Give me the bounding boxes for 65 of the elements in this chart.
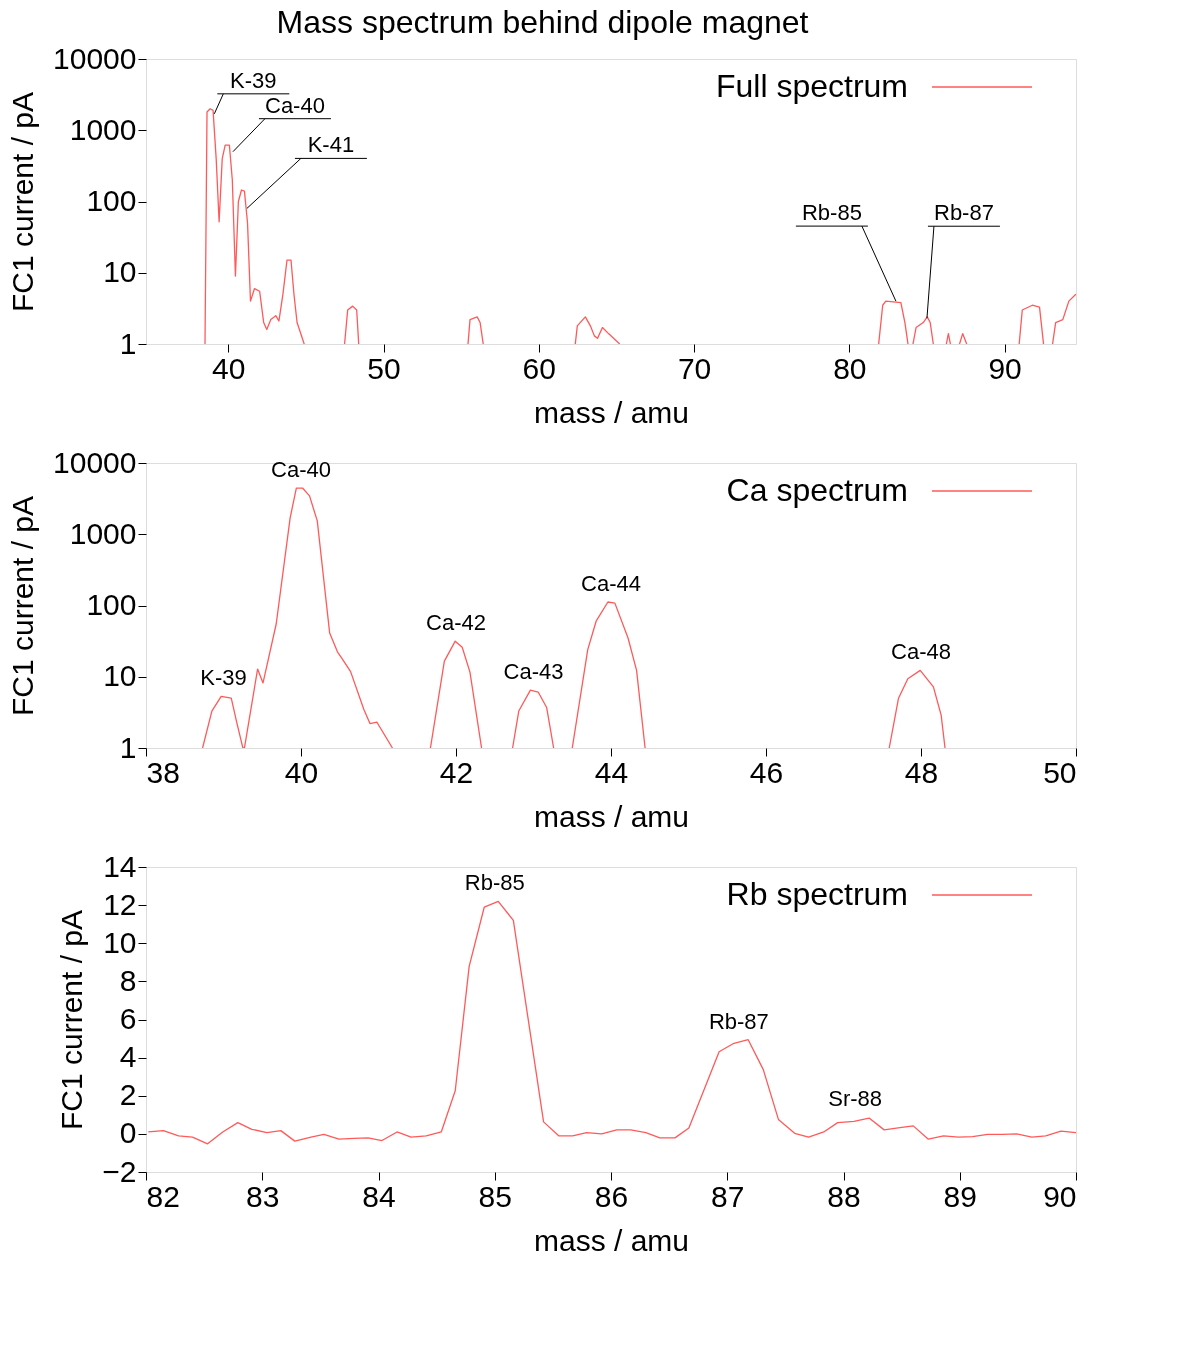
x-axis-title: mass / amu — [533, 799, 690, 833]
x-tick-label: 50 — [1043, 755, 1077, 789]
legend-label: Rb spectrum — [726, 876, 908, 912]
x-tick-label: 70 — [677, 351, 712, 385]
annotation: Rb-85 — [801, 200, 862, 226]
x-tick-label: 40 — [284, 755, 319, 789]
y-tick-label: 1 — [119, 730, 137, 764]
legend-label: Full spectrum — [715, 68, 908, 104]
y-axis-title: FC1 current / pA — [55, 909, 89, 1131]
annotation: Ca-43 — [503, 659, 564, 685]
y-axis-title: FC1 current / pA — [6, 495, 40, 717]
y-tick-label: 10 — [103, 659, 137, 693]
annotation: K-39 — [230, 67, 277, 93]
x-tick-label: 85 — [478, 1179, 512, 1213]
x-tick-label: 88 — [827, 1179, 861, 1213]
x-tick-label: 60 — [522, 351, 556, 385]
y-tick-label: 1000 — [69, 516, 137, 550]
annotation: Rb-85 — [464, 870, 525, 896]
annotation: K-41 — [307, 132, 355, 158]
annotation: Ca-40 — [264, 92, 325, 118]
y-tick-label: −2 — [102, 1154, 137, 1188]
x-tick-label: 84 — [362, 1179, 396, 1213]
x-tick-label: 83 — [246, 1179, 280, 1213]
y-tick-label: 6 — [119, 1002, 137, 1035]
x-tick-label: 80 — [833, 351, 867, 385]
y-tick-label: 10000 — [53, 445, 137, 479]
legend-label: Ca spectrum — [726, 472, 908, 508]
y-tick-label: 1 — [119, 326, 137, 360]
x-tick-label: 82 — [146, 1179, 180, 1213]
y-tick-label: 10 — [103, 255, 137, 289]
annotation: K-39 — [200, 665, 247, 691]
x-tick-label: 90 — [1043, 1179, 1077, 1213]
y-tick-label: 100 — [86, 184, 137, 217]
annotation: Ca-44 — [581, 570, 641, 596]
x-axis-title: mass / amu — [533, 1223, 690, 1257]
chart-title: Mass spectrum behind dipole magnet — [276, 3, 809, 40]
y-tick-label: 12 — [103, 887, 137, 921]
x-tick-label: 50 — [367, 351, 401, 385]
y-tick-label: 8 — [119, 963, 137, 997]
y-tick-label: 14 — [103, 849, 137, 883]
y-tick-label: 2 — [119, 1078, 137, 1112]
annotation: Ca-40 — [271, 457, 331, 483]
y-tick-label: 100 — [86, 588, 137, 621]
x-tick-label: 48 — [904, 755, 939, 789]
y-tick-label: 0 — [119, 1116, 137, 1150]
x-axis-title: mass / amu — [533, 395, 690, 429]
y-axis-title: FC1 current / pA — [6, 91, 40, 313]
x-tick-label: 90 — [988, 351, 1022, 385]
annotation: Ca-48 — [891, 639, 951, 665]
x-tick-label: 40 — [212, 351, 246, 385]
annotation: Rb-87 — [933, 200, 994, 226]
x-tick-label: 87 — [711, 1179, 745, 1213]
x-tick-label: 86 — [594, 1179, 629, 1213]
y-tick-label: 10 — [103, 925, 137, 959]
annotation: Sr-88 — [828, 1085, 883, 1111]
y-tick-label: 1000 — [69, 112, 137, 146]
annotation: Ca-42 — [426, 610, 486, 636]
x-tick-label: 44 — [594, 755, 629, 789]
x-tick-label: 89 — [943, 1179, 977, 1213]
annotation: Rb-87 — [708, 1008, 769, 1034]
x-tick-label: 38 — [146, 755, 180, 789]
x-tick-label: 46 — [749, 755, 784, 789]
y-tick-label: 4 — [119, 1040, 137, 1074]
x-tick-label: 42 — [439, 755, 474, 789]
y-tick-label: 10000 — [53, 41, 137, 75]
